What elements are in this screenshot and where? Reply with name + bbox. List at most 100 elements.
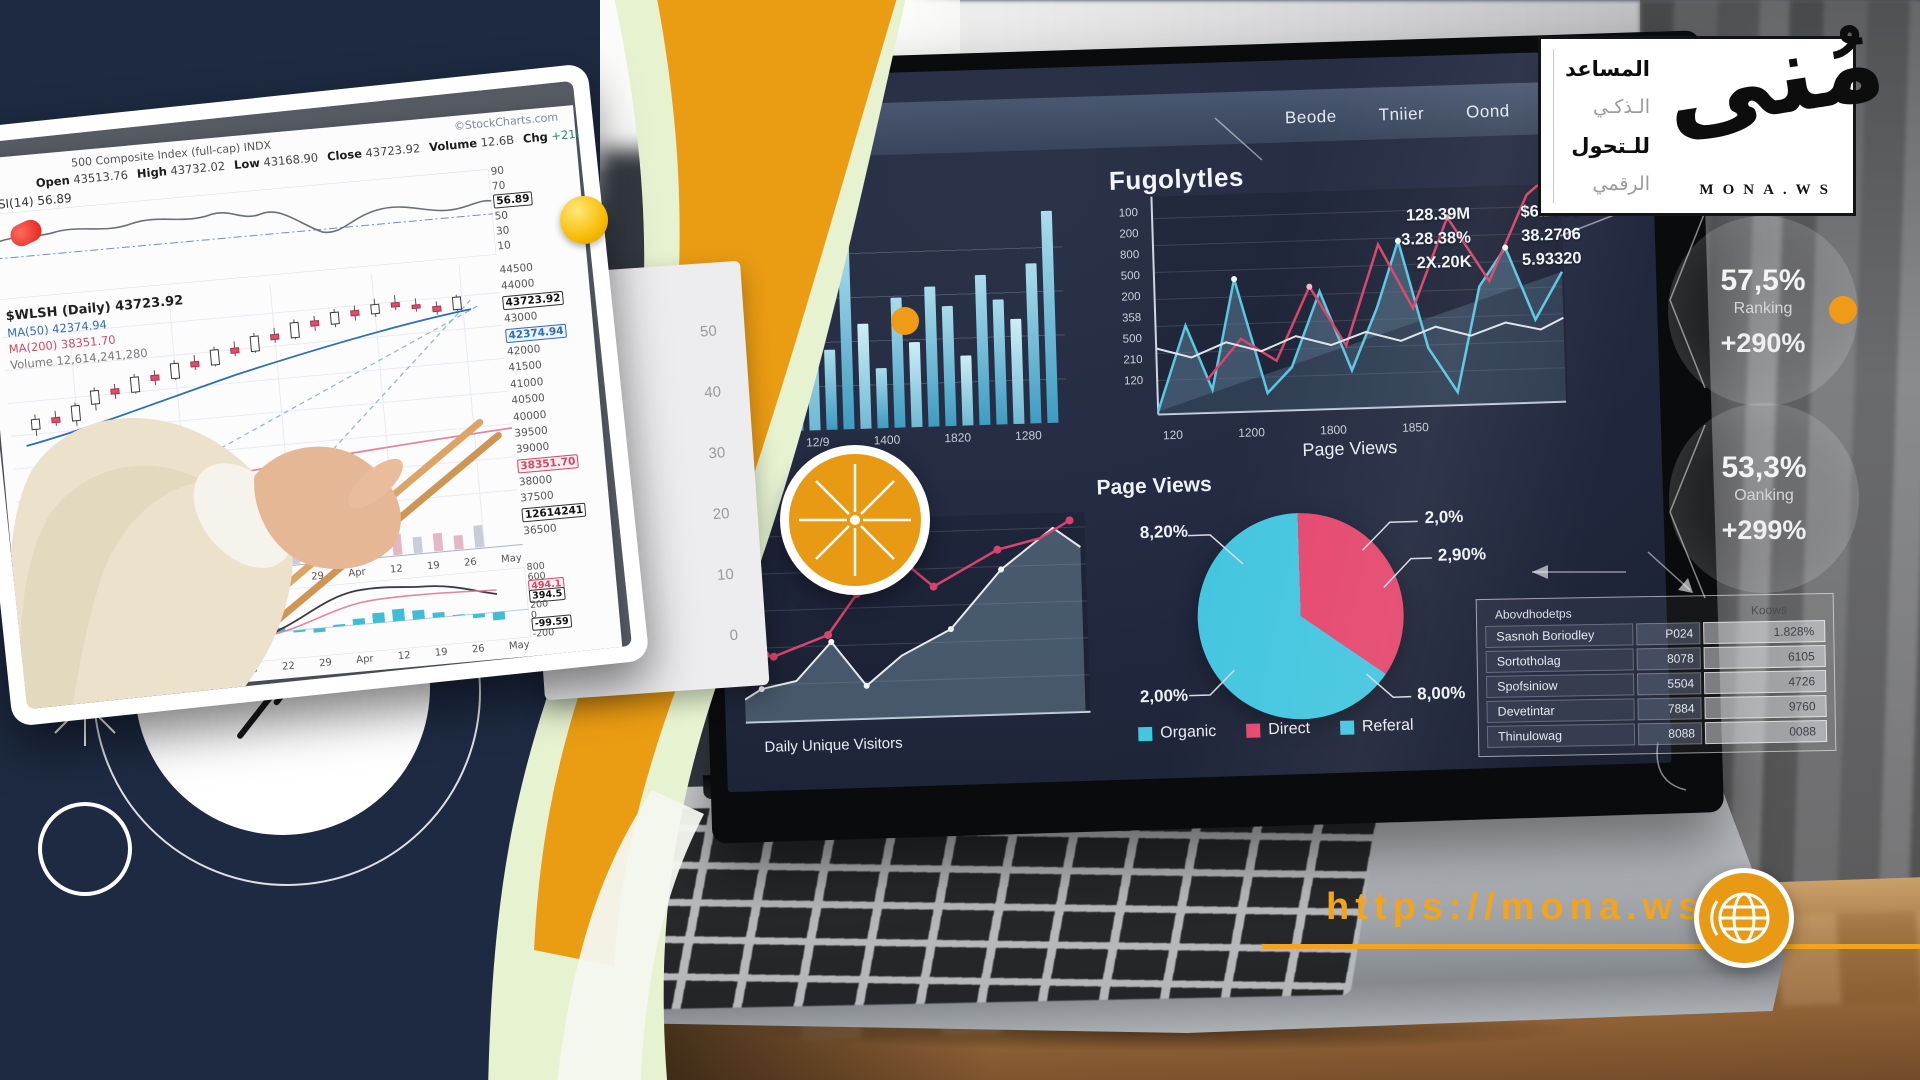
bar — [1010, 318, 1025, 425]
bar — [804, 265, 821, 431]
y-tick-label: 800 — [1119, 249, 1140, 262]
table-cell-value2: 1.828% — [1703, 620, 1826, 645]
legend-swatch — [1339, 720, 1355, 735]
logo-calligraphy-area: مُنى MONA.WS — [1656, 0, 1893, 203]
legend-item: Direct — [1246, 720, 1310, 740]
pie-label: 2,90% — [1437, 544, 1487, 565]
table-cell-value1: P024 — [1636, 622, 1701, 646]
nav-item[interactable]: Oond — [1465, 101, 1510, 122]
table-row: Sortotholag 8078 6105 — [1485, 645, 1826, 673]
x-tick-label: 1400 — [873, 432, 901, 448]
bar — [1040, 210, 1059, 423]
yellow-pin — [560, 196, 608, 244]
y-tick-label: 358 — [1121, 311, 1142, 325]
table-cell-value1: 8088 — [1637, 722, 1703, 746]
table-row: Thinulowag 8088 0088 — [1486, 720, 1828, 748]
pie-label: 8,00% — [1416, 682, 1466, 704]
table-header-row: Abovdhodetps Koows — [1485, 602, 1825, 622]
table-cell-name: Sasnoh Boriodley — [1485, 623, 1634, 648]
scale-number: 30 — [708, 444, 726, 463]
ghost-data-table: Abovdhodetps Koows Sasnoh Boriodley P024… — [1475, 592, 1837, 758]
pie-label: 8,20% — [1139, 521, 1189, 543]
pie-leader-lines — [1188, 520, 1432, 699]
pie-label: 2,00% — [1139, 685, 1189, 707]
globe-disc — [1699, 873, 1789, 963]
top-line-chart — [1150, 183, 1569, 416]
x-tick-label: 1820 — [944, 430, 972, 446]
legend-swatch — [1138, 726, 1153, 742]
x-tick-label: 12/9 — [805, 434, 830, 450]
legend-item: Organic — [1138, 723, 1217, 743]
logo-line: الرقمي — [1592, 173, 1650, 196]
bar — [960, 355, 974, 426]
scale-number: 10 — [716, 565, 735, 585]
x-tick-label: 1200 — [1237, 425, 1266, 440]
stat-delta: +299% — [1721, 514, 1807, 545]
x-tick-label: 1280 — [1014, 428, 1043, 443]
pointing-hand — [9, 418, 502, 710]
stat-delta: +290% — [1720, 327, 1806, 358]
table-cell-value1: 8078 — [1636, 647, 1701, 671]
bar — [756, 356, 770, 433]
x-tick-label: 120 — [1162, 427, 1184, 443]
starburst-icon — [799, 464, 911, 576]
table-row: Sasnoh Boriodley P024 1.828% — [1485, 620, 1826, 648]
table-cell-name: Thinulowag — [1486, 723, 1636, 748]
bar — [1025, 263, 1042, 424]
legend-label: Referal — [1361, 716, 1414, 736]
table-cell-value2: 0088 — [1704, 720, 1828, 745]
bar — [787, 260, 804, 431]
globe-icon — [1710, 892, 1770, 944]
table-header: Koows — [1750, 602, 1788, 618]
pie-section-title: Page Views — [1096, 472, 1213, 500]
bar — [875, 367, 889, 429]
table-cell-name: Sortotholag — [1485, 648, 1634, 673]
stat-label: Ranking — [1733, 299, 1793, 317]
table-cell-value2: 9760 — [1704, 695, 1827, 720]
logo-line: الـذكـي — [1592, 96, 1650, 119]
bar — [992, 299, 1008, 425]
table-row: Spofsiniow 5504 4726 — [1485, 670, 1827, 698]
y-tick-label: 120 — [1123, 374, 1144, 388]
bar — [924, 286, 940, 427]
scale-number: 20 — [712, 505, 731, 524]
kpi-stats: 128.39M$6.2700 3.28.38%38.2706 2X.20K5.9… — [1250, 201, 1582, 278]
stat-value: 53,3% — [1721, 450, 1807, 484]
bar — [941, 305, 957, 427]
bar — [857, 323, 872, 429]
y-tick-label: 100 — [1118, 207, 1139, 220]
starburst-badge — [780, 445, 930, 595]
y-tick-label: 200 — [1121, 290, 1141, 304]
mona-logo[interactable]: المساعد الـذكـي للـتحول الرقمي مُنى MONA… — [1538, 0, 1893, 216]
nav-item[interactable]: Beode — [1284, 106, 1337, 128]
legend-label: Organic — [1160, 722, 1217, 742]
site-url[interactable]: https://mona.ws/ — [1326, 886, 1722, 928]
sheet-scale: 50 40 30 20 10 0 — [700, 322, 739, 644]
stat-value: 57,5% — [1720, 263, 1806, 297]
pie-label: 2,0% — [1424, 506, 1464, 528]
table-cell-value1: 7884 — [1637, 697, 1702, 721]
logo-line: المساعد — [1565, 56, 1650, 81]
stock-chart-photo: 500 Composite Index (full-cap) INDX ©Sto… — [0, 63, 650, 727]
table-cell-value2: 4726 — [1703, 670, 1827, 695]
scale-number: 50 — [699, 322, 718, 341]
table-cell-value2: 6105 — [1703, 645, 1826, 670]
legend-swatch — [1246, 723, 1261, 738]
legend-label: Direct — [1267, 719, 1311, 739]
y-tick-label: 200 — [1119, 228, 1139, 241]
y-tick-label: 500 — [1120, 269, 1141, 283]
small-ring-outline — [38, 802, 132, 896]
photo-area: 500 Composite Index (full-cap) INDX ©Sto… — [0, 80, 633, 710]
globe-badge — [1694, 868, 1794, 968]
bar — [771, 301, 787, 432]
bar — [824, 349, 838, 430]
table-row: Devetintar 7884 9760 — [1486, 695, 1827, 723]
table-body: Sasnoh Boriodley P024 1.828% Sortotholag… — [1485, 620, 1828, 748]
nav-item[interactable]: Tniier — [1378, 103, 1425, 125]
table-header: Abovdhodetps — [1494, 606, 1572, 622]
y-tick-label: 500 — [1122, 332, 1143, 346]
scale-number: 0 — [729, 626, 739, 645]
top-chart-y-labels: 100 200 800 500 200 358 500 210 120 — [1106, 203, 1144, 393]
